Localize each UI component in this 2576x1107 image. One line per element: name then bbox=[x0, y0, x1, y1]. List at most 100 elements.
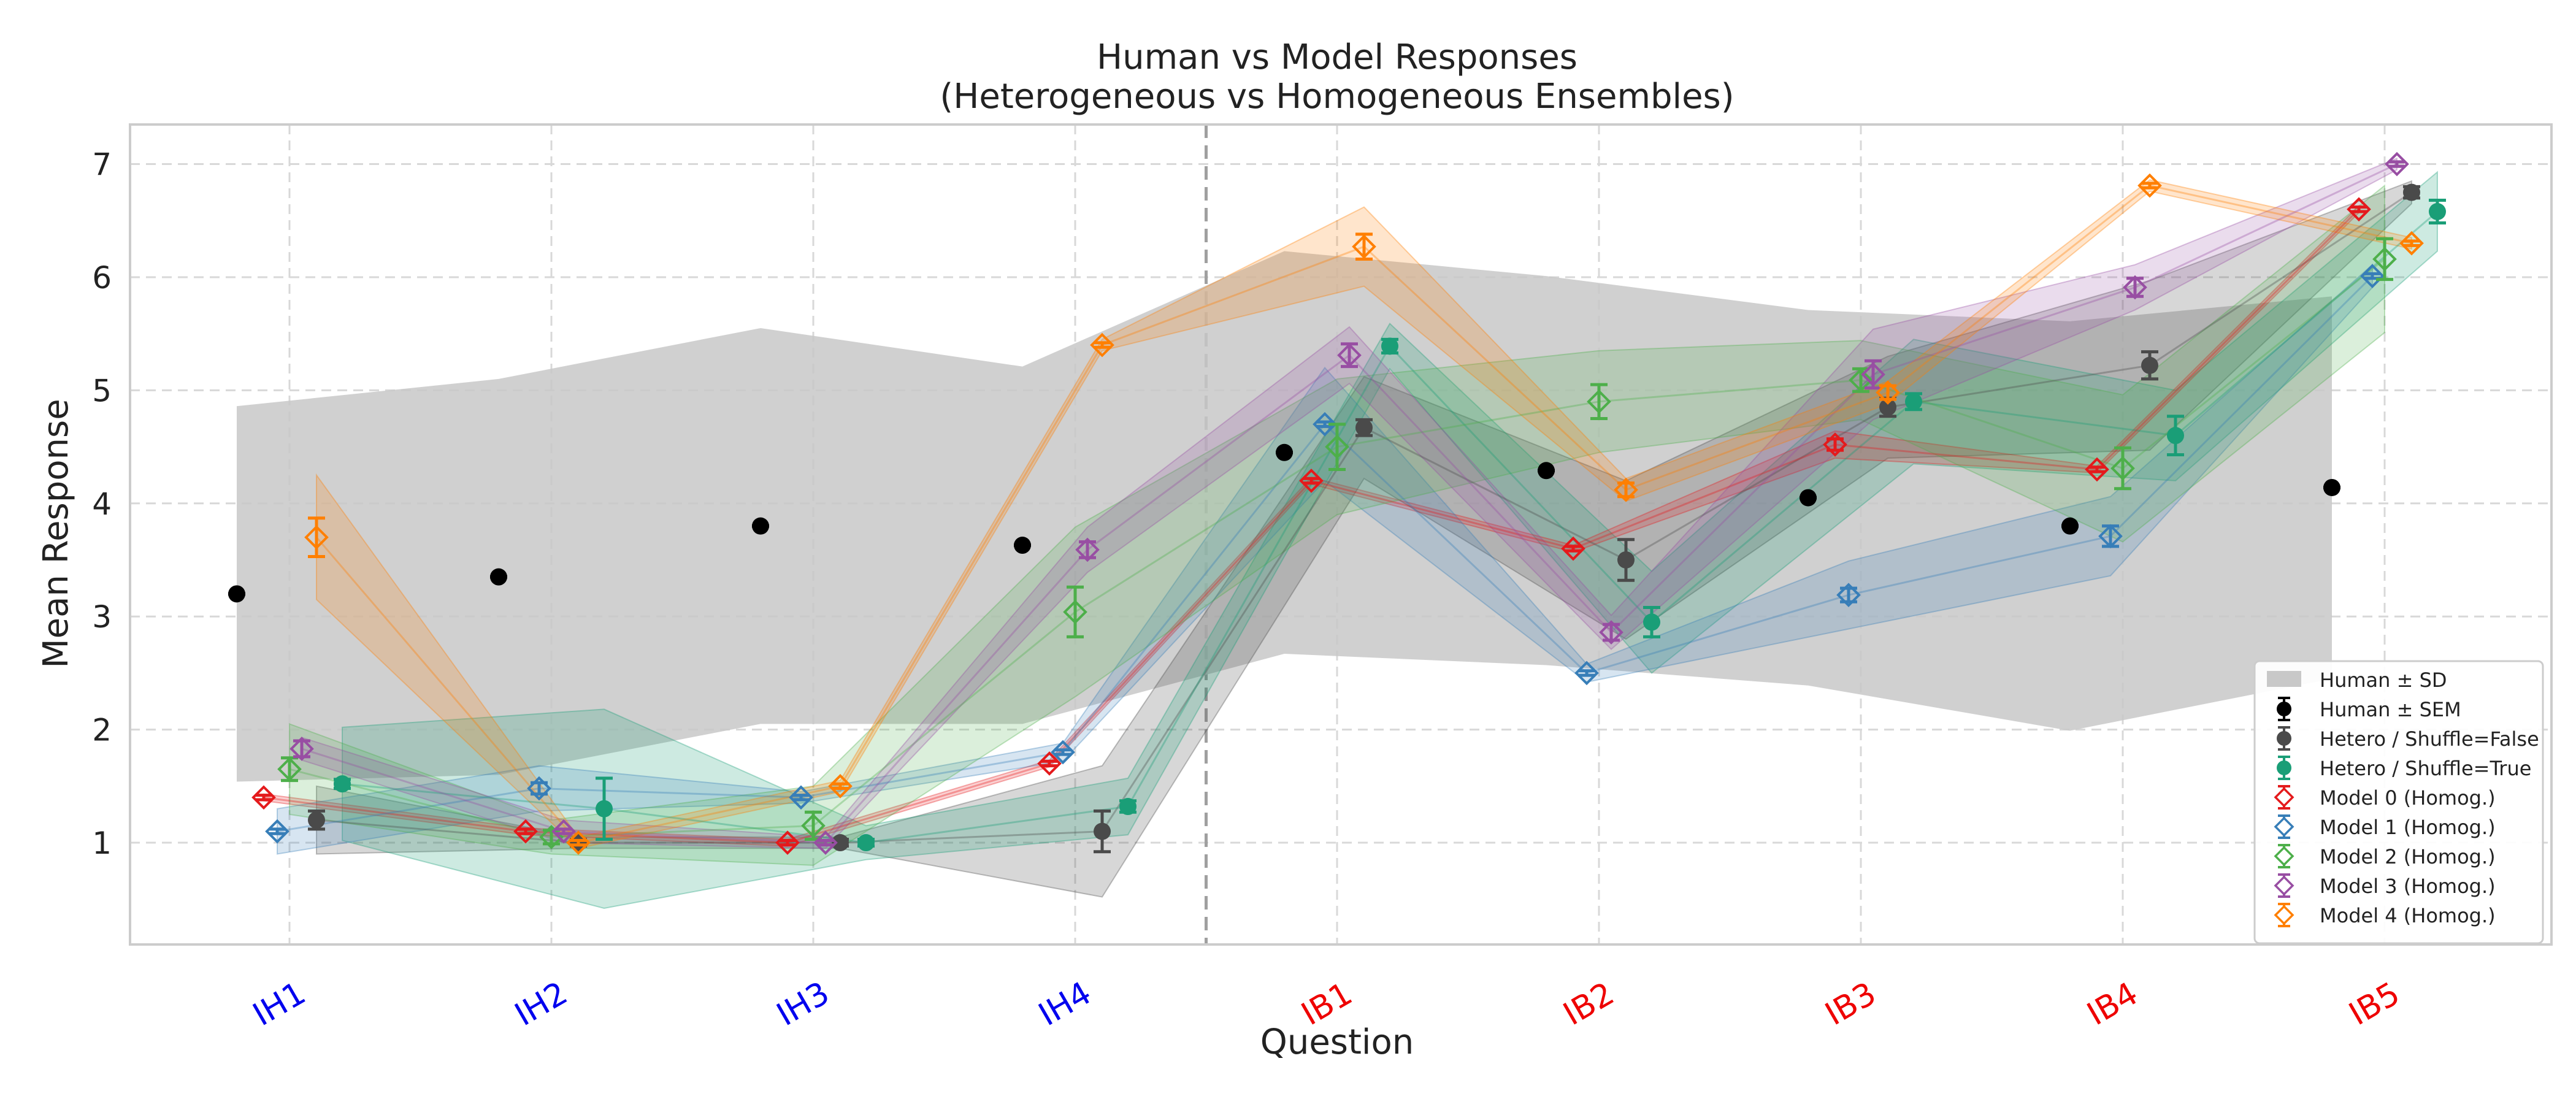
data-point bbox=[1599, 620, 1623, 645]
data-point bbox=[265, 819, 289, 844]
legend-label: Model 0 (Homog.) bbox=[2320, 786, 2496, 810]
data-point bbox=[1587, 389, 1611, 414]
data-point bbox=[1617, 551, 1635, 569]
data-point bbox=[801, 813, 826, 838]
data-point bbox=[1037, 751, 1062, 776]
legend-marker bbox=[2277, 731, 2291, 746]
human-mean-point bbox=[490, 568, 507, 586]
data-point bbox=[308, 811, 325, 829]
chart-title: Human vs Model Responses bbox=[1097, 37, 1577, 77]
band-layer bbox=[237, 157, 2438, 910]
data-point bbox=[289, 737, 314, 761]
data-point bbox=[775, 830, 800, 855]
data-point bbox=[2347, 197, 2371, 222]
data-point bbox=[2110, 456, 2135, 481]
human-sd-band bbox=[237, 251, 2332, 782]
legend-box bbox=[2253, 660, 2544, 944]
data-point bbox=[1119, 798, 1137, 816]
data-point bbox=[551, 819, 576, 844]
legend-label: Model 2 (Homog.) bbox=[2320, 845, 2496, 868]
data-point bbox=[1381, 337, 1398, 355]
x-axis-label: Question bbox=[1260, 1022, 1414, 1062]
series-band bbox=[342, 170, 2438, 910]
y-tick-label: 5 bbox=[92, 373, 112, 408]
data-point bbox=[1352, 234, 1376, 259]
plot-frame bbox=[129, 123, 2553, 946]
data-point bbox=[1861, 362, 1885, 387]
legend-label: Model 3 (Homog.) bbox=[2320, 875, 2496, 898]
data-point bbox=[2372, 247, 2397, 272]
chart-subtitle: (Heterogeneous vs Homogeneous Ensembles) bbox=[940, 77, 1734, 117]
data-point bbox=[277, 757, 302, 781]
data-point bbox=[513, 819, 538, 844]
legend-marker bbox=[2274, 816, 2294, 837]
series-band bbox=[289, 184, 2385, 866]
y-tick-label: 1 bbox=[92, 825, 112, 861]
legend-label: Hetero / Shuffle=True bbox=[2320, 757, 2531, 780]
data-point bbox=[1574, 661, 1599, 686]
series-band bbox=[301, 157, 2398, 849]
legend-label: Hetero / Shuffle=False bbox=[2320, 727, 2539, 751]
legend-marker bbox=[2277, 760, 2291, 775]
data-point bbox=[304, 525, 329, 550]
human-mean-point bbox=[752, 517, 769, 535]
data-point bbox=[832, 834, 849, 852]
data-point bbox=[2085, 457, 2109, 482]
data-point bbox=[1879, 399, 1896, 416]
data-point bbox=[1337, 343, 1362, 368]
legend-marker bbox=[2274, 846, 2294, 867]
data-point bbox=[1313, 412, 1337, 437]
data-point bbox=[857, 834, 875, 852]
marker-layer bbox=[228, 151, 2446, 855]
data-point bbox=[2141, 356, 2158, 374]
y-tick-label: 4 bbox=[92, 486, 112, 522]
y-tick-label: 7 bbox=[92, 147, 112, 183]
human-mean-point bbox=[1276, 443, 1293, 461]
legend-label: Human ± SD bbox=[2320, 668, 2447, 692]
data-point bbox=[1561, 536, 1585, 561]
y-tick-label: 2 bbox=[92, 713, 112, 748]
data-point bbox=[2123, 275, 2147, 300]
data-point bbox=[1836, 583, 1861, 607]
legend-label: Human ± SEM bbox=[2320, 698, 2461, 721]
data-point bbox=[789, 785, 813, 810]
data-point bbox=[1643, 613, 1660, 631]
data-point bbox=[1614, 477, 1638, 502]
data-point bbox=[334, 775, 351, 793]
data-point bbox=[1063, 599, 1087, 624]
data-point bbox=[813, 830, 838, 855]
data-point bbox=[1905, 393, 1922, 410]
human-mean-point bbox=[1014, 537, 1031, 554]
data-point bbox=[2137, 173, 2162, 198]
y-axis-label: Mean Response bbox=[36, 399, 76, 668]
series-band bbox=[316, 179, 2412, 849]
data-point bbox=[596, 800, 613, 818]
data-point bbox=[1075, 537, 1100, 562]
data-point bbox=[1849, 367, 1873, 393]
data-point bbox=[2098, 524, 2123, 549]
data-point bbox=[251, 785, 276, 810]
data-point bbox=[2360, 264, 2385, 288]
human-mean-point bbox=[2323, 478, 2340, 496]
data-point bbox=[566, 830, 591, 855]
y-tick-label: 3 bbox=[92, 599, 112, 635]
data-point bbox=[1325, 434, 1349, 459]
legend-swatch bbox=[2267, 671, 2301, 687]
data-point bbox=[828, 773, 853, 799]
data-point bbox=[1355, 419, 1373, 437]
data-point bbox=[1051, 740, 1075, 765]
human-mean-point bbox=[228, 585, 245, 603]
data-point bbox=[2429, 202, 2446, 220]
data-point bbox=[1090, 332, 1114, 358]
data-point bbox=[2403, 183, 2420, 201]
human-mean-point bbox=[1538, 462, 1555, 480]
data-point bbox=[1299, 469, 1324, 493]
legend-marker bbox=[2274, 905, 2294, 925]
legend-marker bbox=[2277, 702, 2291, 716]
data-point bbox=[1876, 380, 1900, 405]
legend-marker bbox=[2274, 875, 2294, 896]
data-point bbox=[1094, 822, 1111, 840]
human-mean-point bbox=[1800, 489, 1817, 507]
